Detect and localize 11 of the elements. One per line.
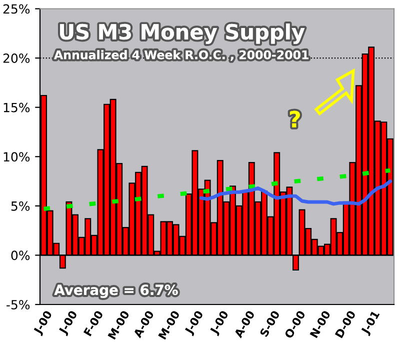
y-tick-label: 15% xyxy=(4,102,30,112)
annotation: Average = 6.7% xyxy=(54,284,178,298)
y-tick-label: 20% xyxy=(3,54,30,63)
annotation: ? xyxy=(290,110,300,128)
y-tick-label: 25% xyxy=(3,4,30,14)
y-tick-label: 5% xyxy=(11,201,30,211)
text: US M3 Money Supply xyxy=(60,24,305,44)
y-tick-label: 10% xyxy=(4,152,30,162)
y-tick-label: 0% xyxy=(11,250,30,260)
y-tick-label: -5% xyxy=(6,300,30,310)
line-series xyxy=(200,180,392,206)
